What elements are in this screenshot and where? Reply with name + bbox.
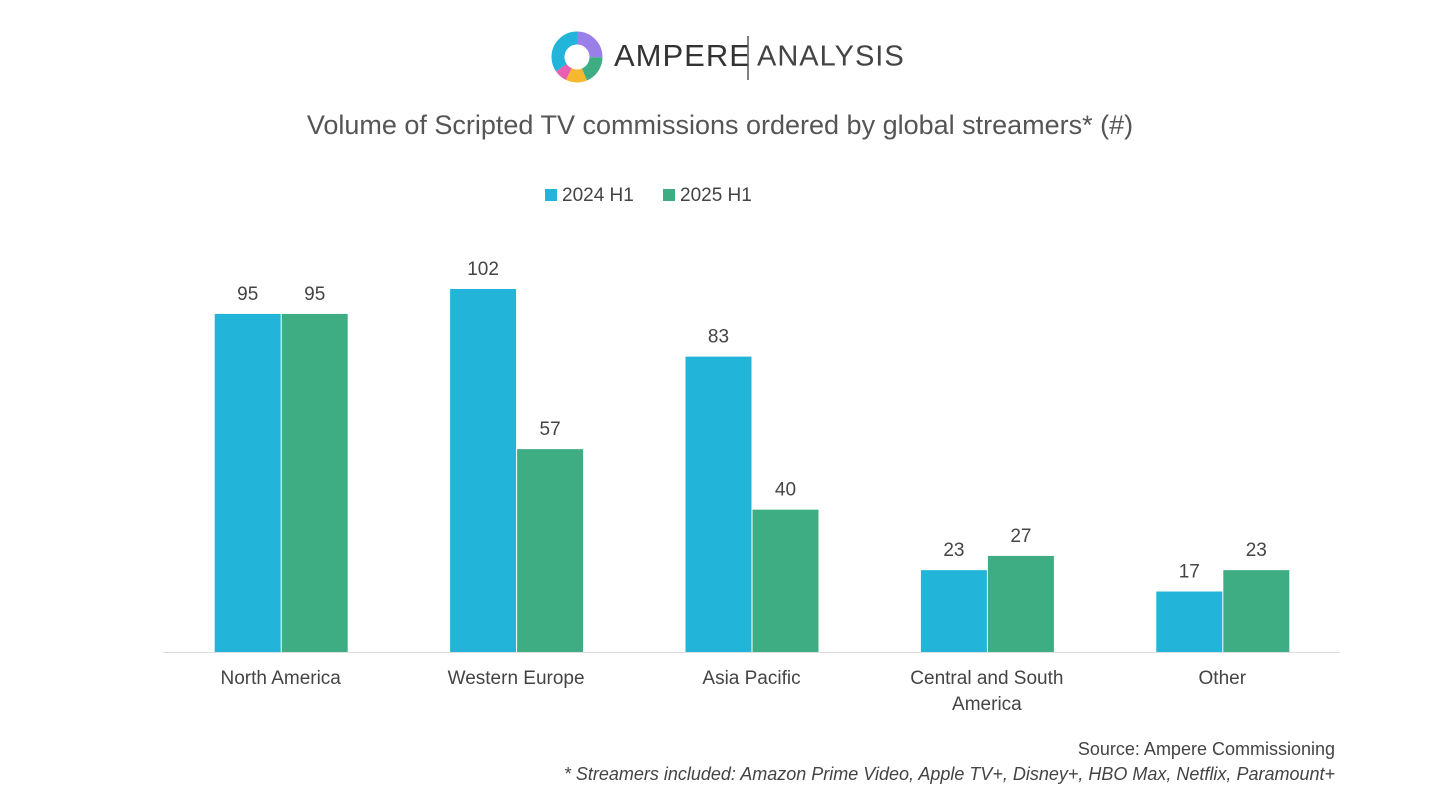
- value-label: 95: [237, 284, 258, 305]
- value-label: 102: [467, 259, 499, 280]
- logo-brand: AMPERE: [614, 38, 751, 73]
- x-tick-label: Western Europe: [447, 668, 585, 689]
- x-tick-label: Central and South America: [910, 668, 1064, 715]
- footnote: * Streamers included: Amazon Prime Video…: [563, 764, 1335, 784]
- chart-title: Volume of Scripted TV commissions ordere…: [307, 110, 1133, 140]
- value-label: 40: [775, 480, 796, 501]
- legend-label: 2025 H1: [680, 185, 752, 206]
- legend-swatch: [663, 189, 675, 201]
- bar: [685, 356, 752, 652]
- bar: [920, 570, 987, 652]
- bar: [450, 289, 517, 652]
- bar: [517, 449, 584, 652]
- bar: [1223, 570, 1290, 652]
- value-label: 23: [943, 540, 964, 561]
- bar: [281, 313, 348, 652]
- logo-icon: [551, 31, 603, 83]
- value-label: 17: [1179, 562, 1200, 583]
- logo-suffix: ANALYSIS: [757, 41, 905, 73]
- bar: [1156, 591, 1223, 652]
- source: Source: Ampere Commissioning: [1077, 739, 1335, 759]
- value-label: 23: [1246, 540, 1267, 561]
- legend-swatch: [545, 189, 557, 201]
- x-tick-label: North America: [220, 668, 341, 689]
- bar: [987, 555, 1054, 652]
- bar: [752, 509, 819, 652]
- value-label: 83: [708, 327, 729, 348]
- x-tick-label: Other: [1198, 668, 1247, 689]
- value-label: 95: [304, 284, 325, 305]
- value-label: 57: [540, 419, 561, 440]
- bar: [214, 313, 281, 652]
- legend-label: 2024 H1: [562, 185, 634, 206]
- value-label: 27: [1010, 526, 1031, 547]
- x-tick-label: Asia Pacific: [702, 668, 801, 689]
